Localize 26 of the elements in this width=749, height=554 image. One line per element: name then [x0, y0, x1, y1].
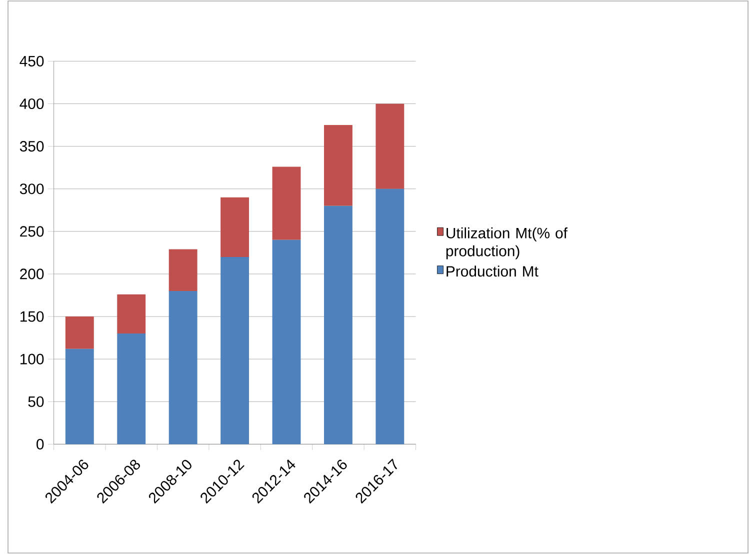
bar	[272, 240, 301, 444]
bar	[168, 249, 198, 291]
bar	[376, 188, 404, 444]
legend-label: Production Mt	[446, 266, 538, 277]
bar	[168, 290, 198, 444]
legend-label: Utilization Mt(% of production)	[446, 227, 568, 260]
bar	[376, 104, 404, 189]
bar	[65, 316, 94, 349]
y-tick-label: 50	[28, 396, 44, 407]
y-tick-label: 450	[20, 56, 44, 66]
bar	[220, 256, 250, 444]
bar	[324, 125, 352, 206]
y-tick-label: 150	[20, 311, 44, 322]
bar	[220, 197, 250, 257]
y-tick-label: 400	[20, 98, 44, 110]
bar	[65, 348, 94, 444]
y-tick-label: 350	[20, 141, 44, 152]
y-tick-label: 0	[36, 438, 44, 450]
bar	[117, 294, 146, 334]
y-tick-label: 250	[20, 226, 44, 237]
y-tick-label: 300	[20, 184, 44, 194]
y-tick-label: 200	[20, 268, 44, 280]
y-tick-label: 100	[20, 354, 44, 364]
bar	[117, 334, 146, 444]
bar	[324, 206, 352, 444]
bar	[272, 166, 301, 240]
